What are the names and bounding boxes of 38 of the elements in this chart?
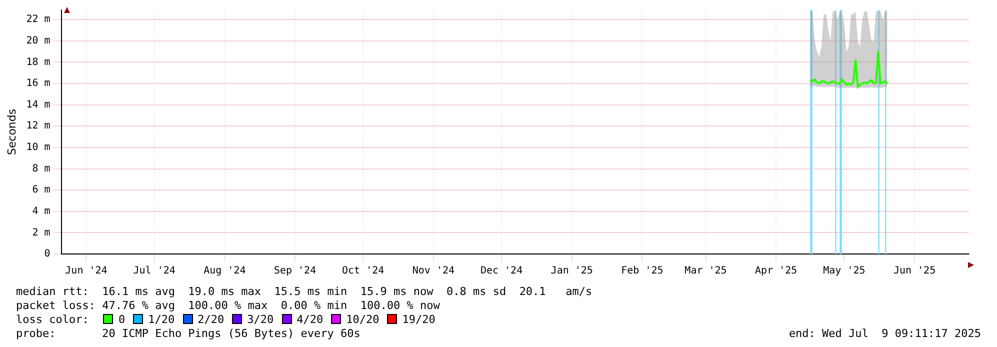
y-tick-label: 2 m xyxy=(32,227,50,238)
text: probe: 20 ICMP Echo Pings (56 Bytes) every 60s xyxy=(16,327,360,341)
y-tick-label: 14 m xyxy=(26,99,50,110)
y-tick-label: 12 m xyxy=(26,120,50,132)
x-tick-label: Aug '24 xyxy=(204,266,246,277)
text: 3/20 xyxy=(247,313,274,326)
x-tick-label: Sep '24 xyxy=(274,266,316,277)
x-tick-label: Dec '24 xyxy=(480,266,523,277)
y-tick-label: 0 xyxy=(44,248,50,260)
x-tick-label: Apr '25 xyxy=(755,266,798,277)
text: median rtt: 16.1 ms avg 19.0 ms max 15.5 ms min 15.9 ms now 0.8 ms sd 20.1 am/s xyxy=(16,285,592,299)
x-tick-label: Jan '25 xyxy=(550,266,593,277)
y-tick-label: 10 m xyxy=(26,142,50,154)
y-tick-label: 8 m xyxy=(32,163,50,174)
text: 1/20 xyxy=(148,313,175,326)
y-tick-label: 18 m xyxy=(26,56,50,68)
x-tick-label: Oct '24 xyxy=(342,266,384,277)
text: 4/20 xyxy=(296,313,324,326)
x-tick-label: Jun '25 xyxy=(893,266,936,277)
text: 0 xyxy=(118,313,126,326)
y-tick-label: 16 m xyxy=(26,78,50,90)
y-tick-label: 22 m xyxy=(26,14,50,26)
y-tick-label: 6 m xyxy=(32,184,50,196)
x-tick-label: Nov '24 xyxy=(412,266,455,277)
x-tick-label: Feb '25 xyxy=(621,266,664,277)
text: packet loss: 47.76 % avg 100.00 % max 0.00 % min 100.00 % now xyxy=(16,299,440,313)
x-tick-label: Jun '24 xyxy=(65,266,108,277)
y-tick-label: 4 m xyxy=(32,206,50,217)
text: end: Wed Jul 9 09:11:17 2025 xyxy=(788,327,981,341)
x-tick-label: May '25 xyxy=(823,266,866,277)
x-tick-label: Mar '25 xyxy=(684,266,727,277)
x-tick-label: Jul '24 xyxy=(133,266,176,277)
y-tick-label: 20 m xyxy=(26,35,50,46)
y-axis-title: Seconds xyxy=(5,108,18,156)
text: 2/20 xyxy=(198,313,224,326)
text: loss color: xyxy=(16,313,90,326)
text: 10/20 xyxy=(346,313,380,326)
text: 19/20 xyxy=(402,313,436,326)
